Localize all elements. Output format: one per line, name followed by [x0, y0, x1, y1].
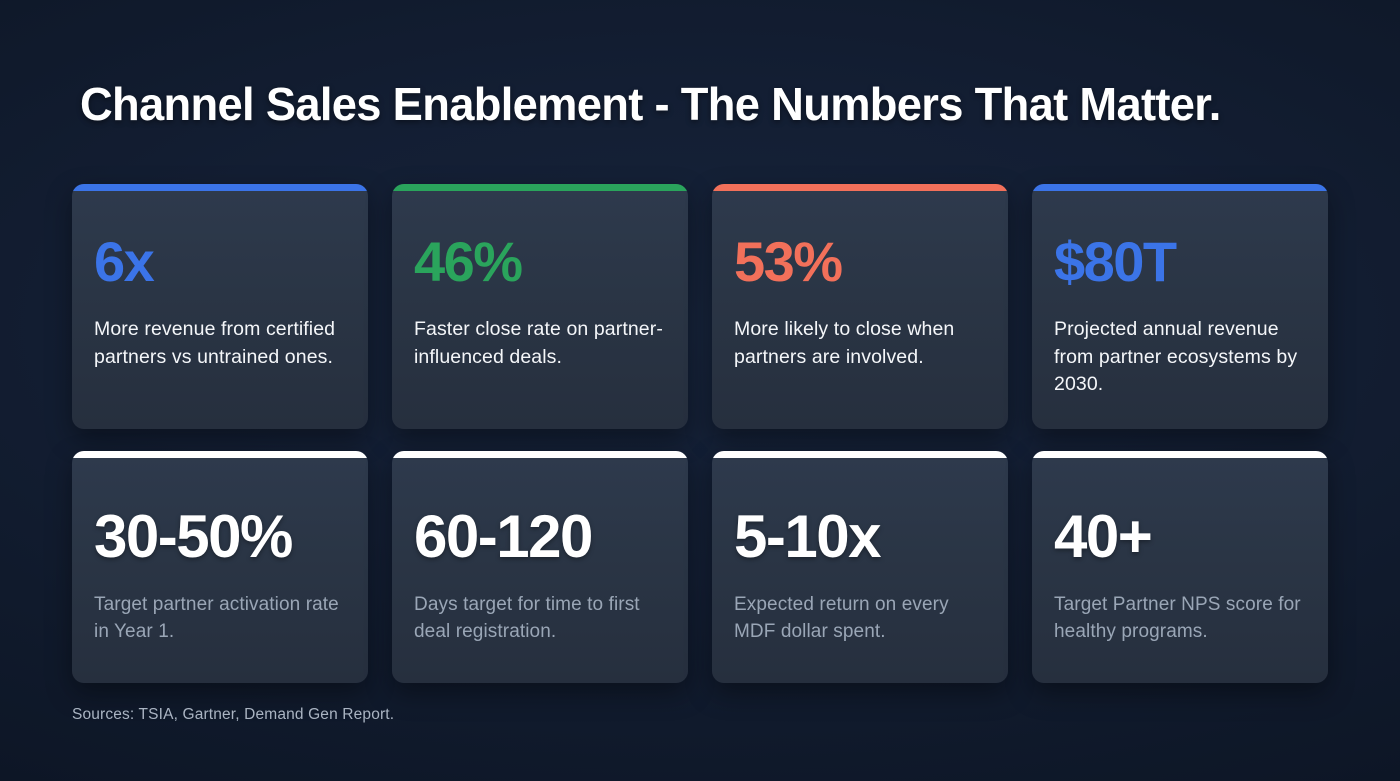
stat-value: 6x	[94, 230, 155, 293]
stat-description: Faster close rate on partner-influenced …	[414, 318, 663, 368]
stat-description: More likely to close when partners are i…	[734, 318, 955, 368]
stat-card: $80T Projected annual revenue from partne…	[1032, 184, 1328, 429]
page-title: Channel Sales Enablement - The Numbers T…	[80, 78, 1221, 130]
stat-card: 30-50% Target partner activation rate in …	[72, 451, 368, 683]
stat-card: 53% More likely to close when partners ar…	[712, 184, 1008, 429]
stat-description: Projected annual revenue from partner ec…	[1054, 318, 1298, 395]
card-accent-bar	[72, 184, 368, 191]
stat-value: 60-120	[414, 503, 593, 570]
stat-value: 53%	[734, 230, 843, 293]
stat-value: 46%	[414, 230, 523, 293]
stat-card: 40+ Target Partner NPS score for healthy …	[1032, 451, 1328, 683]
card-accent-bar	[712, 451, 1008, 458]
card-accent-bar	[392, 184, 688, 191]
card-accent-bar	[1032, 451, 1328, 458]
card-accent-bar	[712, 184, 1008, 191]
stat-card: 60-120 Days target for time to first deal…	[392, 451, 688, 683]
card-accent-bar	[72, 451, 368, 458]
stat-card: 6x More revenue from certified partners v…	[72, 184, 368, 429]
stat-description: Expected return on every MDF dollar spen…	[734, 594, 949, 642]
stat-description: Days target for time to first deal regis…	[414, 594, 640, 642]
stat-card-grid: 6x More revenue from certified partners v…	[72, 184, 1328, 683]
stat-value: $80T	[1054, 230, 1177, 293]
card-accent-bar	[1032, 184, 1328, 191]
stat-card: 5-10x Expected return on every MDF dollar…	[712, 451, 1008, 683]
stat-value: 30-50%	[94, 503, 293, 570]
stat-value: 5-10x	[734, 503, 881, 570]
sources-note: Sources: TSIA, Gartner, Demand Gen Repor…	[72, 706, 395, 723]
stat-card: 46% Faster close rate on partner-influenc…	[392, 184, 688, 429]
stat-value: 40+	[1054, 503, 1153, 570]
stat-description: Target partner activation rate in Year 1…	[94, 594, 339, 642]
stat-description: More revenue from certified partners vs …	[94, 318, 336, 368]
card-accent-bar	[392, 451, 688, 458]
stat-description: Target Partner NPS score for healthy pro…	[1054, 594, 1301, 642]
